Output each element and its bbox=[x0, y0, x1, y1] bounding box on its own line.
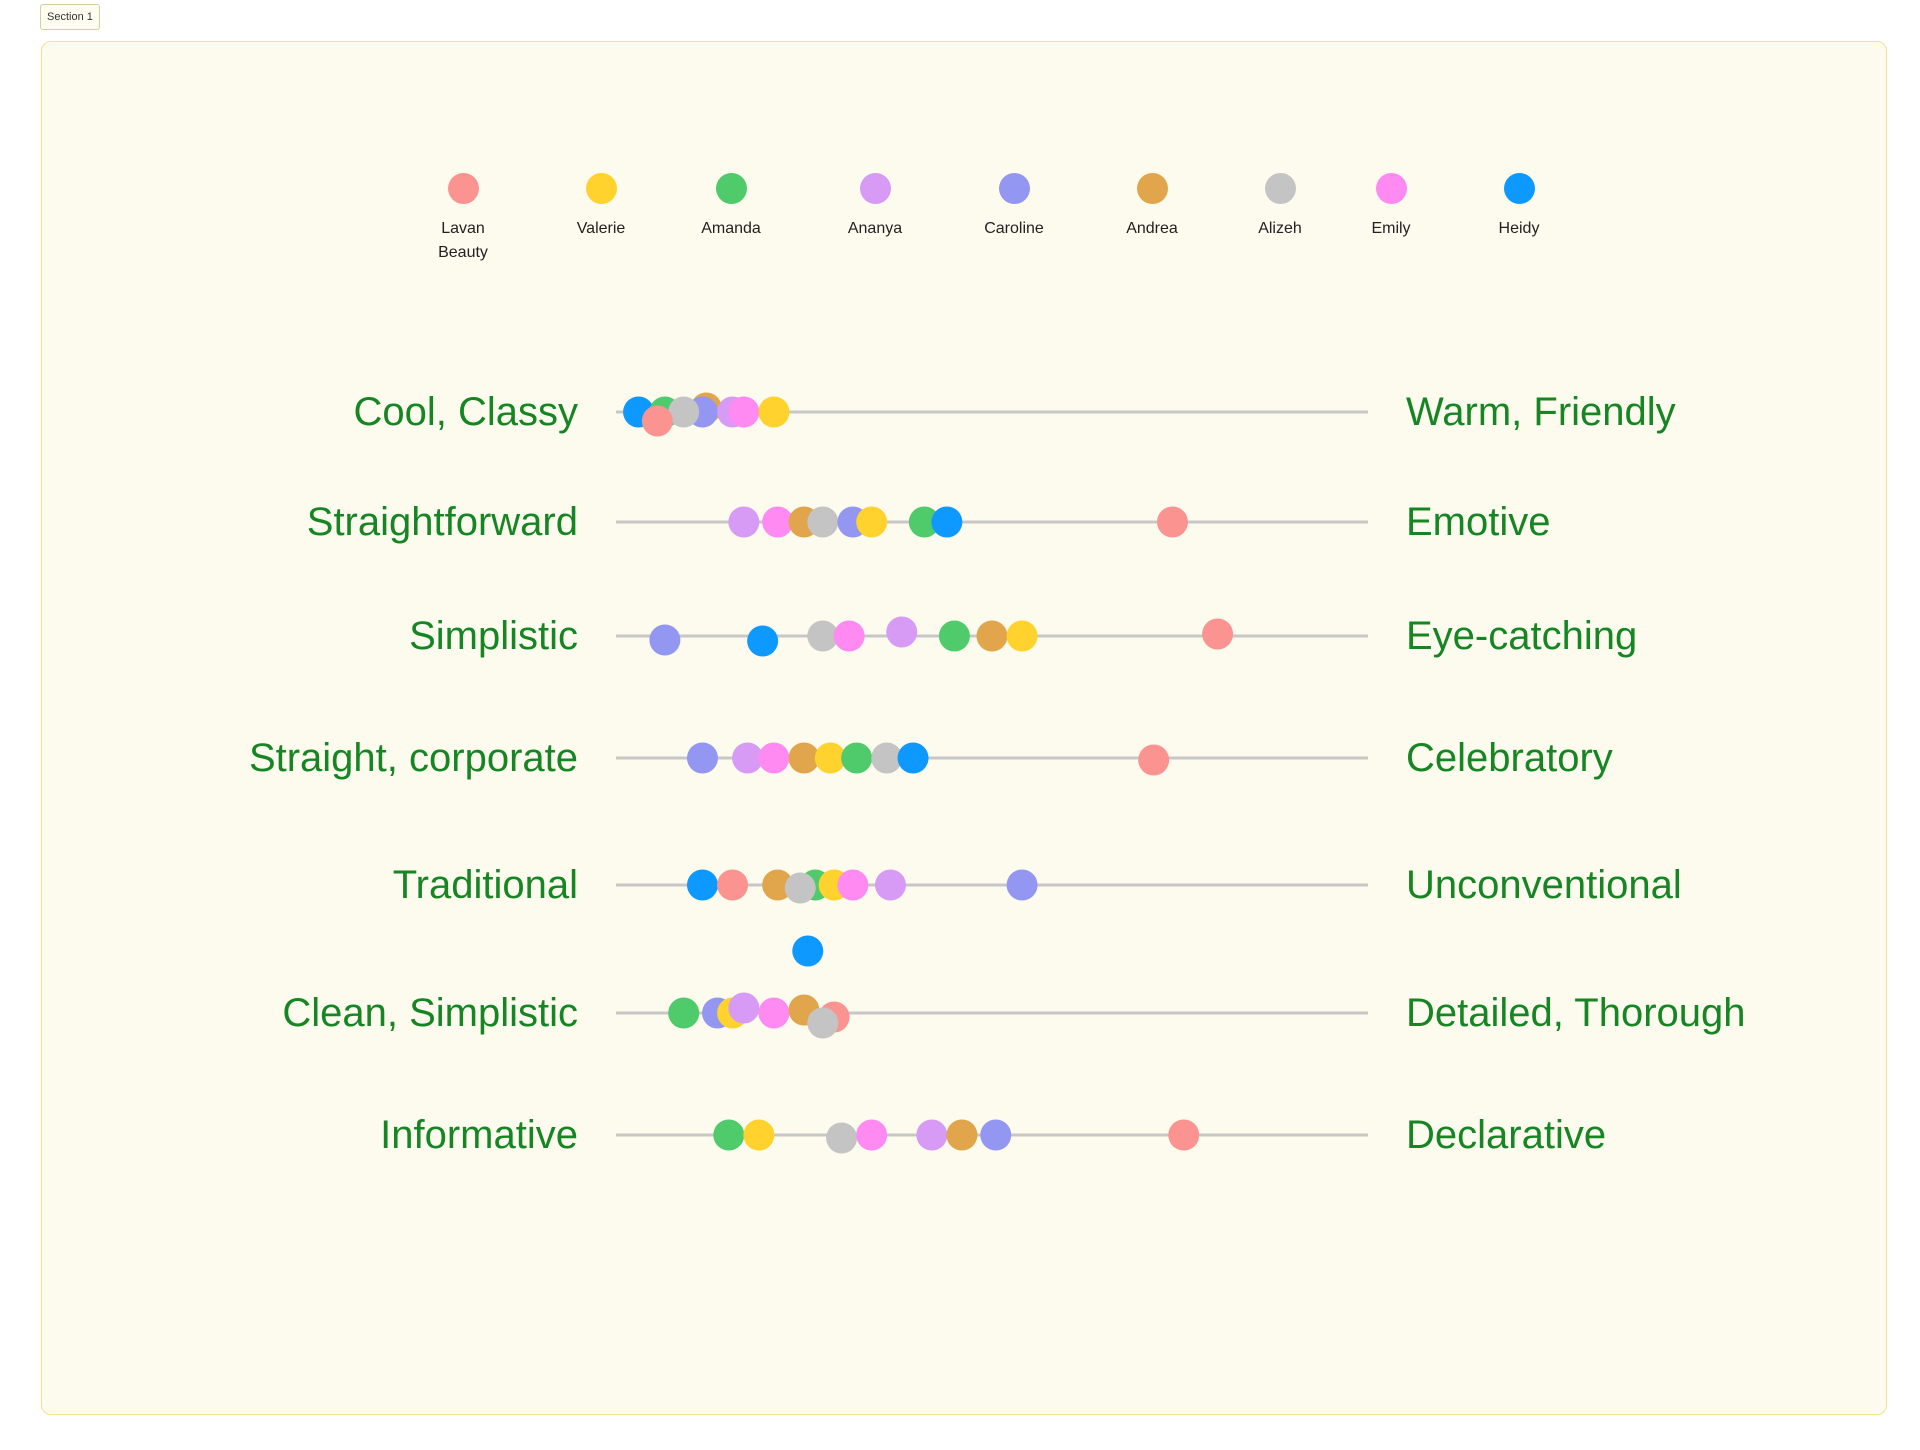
rating-dot-valerie[interactable] bbox=[856, 506, 888, 538]
rating-dot-emily[interactable] bbox=[758, 742, 790, 774]
row-label-right: Unconventional bbox=[1406, 863, 1682, 907]
rating-dot-andrea[interactable] bbox=[762, 869, 794, 901]
rating-dot-emily[interactable] bbox=[856, 1119, 888, 1151]
section-frame bbox=[41, 41, 1887, 1415]
legend-swatch bbox=[447, 173, 479, 204]
rating-dot-amanda[interactable] bbox=[713, 1119, 745, 1151]
rating-dot-caroline[interactable] bbox=[649, 624, 681, 656]
legend-label: Amanda bbox=[701, 220, 761, 237]
legend-item: Alizeh bbox=[1220, 173, 1340, 241]
rating-dot-valerie[interactable] bbox=[1006, 620, 1038, 652]
row-label-right: Celebratory bbox=[1406, 736, 1613, 780]
row-label-right: Detailed, Thorough bbox=[1406, 991, 1746, 1035]
legend-item: Amanda bbox=[671, 173, 791, 241]
rating-dot-ananya[interactable] bbox=[728, 992, 760, 1024]
rating-dot-andrea[interactable] bbox=[788, 742, 820, 774]
rating-dot-lavan-beauty[interactable] bbox=[717, 869, 749, 901]
rating-dot-amanda[interactable] bbox=[938, 620, 970, 652]
rating-dot-lavan-beauty[interactable] bbox=[1168, 1119, 1200, 1151]
legend-label: Andrea bbox=[1126, 220, 1178, 237]
legend-label: Caroline bbox=[984, 220, 1044, 237]
rating-dot-emily[interactable] bbox=[833, 620, 865, 652]
legend-swatch bbox=[1264, 173, 1296, 204]
rating-dot-valerie[interactable] bbox=[814, 742, 846, 774]
legend-item: Ananya bbox=[815, 173, 935, 241]
legend-label: Ananya bbox=[847, 220, 903, 237]
row-label-left: Informative bbox=[380, 1113, 578, 1157]
legend: Lavan Beauty Valerie Amanda Ananya Caroline A… bbox=[0, 0, 1920, 300]
rating-dot-heidy[interactable] bbox=[792, 935, 824, 967]
row-label-left: Traditional bbox=[392, 863, 578, 907]
row-label-left: Simplistic bbox=[409, 614, 578, 658]
rating-dot-ananya[interactable] bbox=[874, 869, 906, 901]
row-label-left: Straight, corporate bbox=[248, 736, 578, 780]
legend-swatch bbox=[1375, 173, 1407, 204]
rating-dot-alizeh[interactable] bbox=[807, 506, 839, 538]
rating-dot-ananya[interactable] bbox=[732, 742, 764, 774]
legend-label: Heidy bbox=[1498, 220, 1540, 237]
legend-label: Lavan Beauty bbox=[438, 220, 488, 261]
rating-dot-andrea[interactable] bbox=[976, 620, 1008, 652]
legend-swatch bbox=[1503, 173, 1535, 204]
legend-swatch bbox=[1136, 173, 1168, 204]
rating-dot-heidy[interactable] bbox=[897, 742, 929, 774]
legend-swatch bbox=[859, 173, 891, 204]
rating-dot-alizeh[interactable] bbox=[784, 872, 816, 904]
rating-dot-heidy[interactable] bbox=[747, 625, 779, 657]
rating-dot-lavan-beauty[interactable] bbox=[1202, 618, 1234, 650]
rating-dot-lavan-beauty[interactable] bbox=[1138, 744, 1170, 776]
row-label-left: Straightforward bbox=[306, 500, 578, 544]
row-label-right: Warm, Friendly bbox=[1406, 390, 1676, 434]
rating-dot-valerie[interactable] bbox=[743, 1119, 775, 1151]
row-label-left: Clean, Simplistic bbox=[282, 991, 578, 1035]
legend-label: Emily bbox=[1371, 220, 1411, 237]
legend-swatch bbox=[715, 173, 747, 204]
rating-dot-caroline[interactable] bbox=[980, 1119, 1012, 1151]
rating-dot-alizeh[interactable] bbox=[807, 1007, 839, 1039]
rating-dot-ananya[interactable] bbox=[886, 616, 918, 648]
rating-dot-amanda[interactable] bbox=[841, 742, 873, 774]
rating-dot-lavan-beauty[interactable] bbox=[641, 405, 673, 437]
rating-dot-valerie[interactable] bbox=[758, 396, 790, 428]
rating-dot-ananya[interactable] bbox=[916, 1119, 948, 1151]
rating-dot-alizeh[interactable] bbox=[807, 620, 839, 652]
rating-dot-heidy[interactable] bbox=[686, 869, 718, 901]
legend-item: Valerie bbox=[541, 173, 661, 241]
rating-dot-caroline[interactable] bbox=[1006, 869, 1038, 901]
rating-dot-amanda[interactable] bbox=[668, 997, 700, 1029]
legend-label: Valerie bbox=[576, 220, 626, 237]
legend-item: Heidy bbox=[1459, 173, 1579, 241]
rating-dot-andrea[interactable] bbox=[946, 1119, 978, 1151]
row-label-right: Emotive bbox=[1406, 500, 1551, 544]
legend-item: Emily bbox=[1331, 173, 1451, 241]
rating-dot-emily[interactable] bbox=[728, 396, 760, 428]
row-label-right: Eye-catching bbox=[1406, 614, 1638, 658]
rating-dot-alizeh[interactable] bbox=[871, 742, 903, 774]
legend-item: Lavan Beauty bbox=[403, 173, 523, 265]
rating-dot-emily[interactable] bbox=[837, 869, 869, 901]
legend-label: Alizeh bbox=[1258, 220, 1302, 237]
row-label-right: Declarative bbox=[1406, 1113, 1607, 1157]
rating-dot-heidy[interactable] bbox=[931, 506, 963, 538]
rating-dot-ananya[interactable] bbox=[728, 506, 760, 538]
row-label-left: Cool, Classy bbox=[353, 390, 578, 434]
rating-dot-amanda[interactable] bbox=[908, 506, 940, 538]
rating-dot-emily[interactable] bbox=[758, 997, 790, 1029]
rating-dot-alizeh[interactable] bbox=[826, 1122, 858, 1154]
legend-item: Andrea bbox=[1092, 173, 1212, 241]
rating-dot-lavan-beauty[interactable] bbox=[1156, 506, 1188, 538]
legend-swatch bbox=[585, 173, 617, 204]
rating-dot-alizeh[interactable] bbox=[668, 396, 700, 428]
legend-swatch bbox=[998, 173, 1030, 204]
legend-item: Caroline bbox=[954, 173, 1074, 241]
section-label[interactable]: Section 1 bbox=[40, 4, 100, 30]
rating-dot-caroline[interactable] bbox=[686, 742, 718, 774]
rating-dot-emily[interactable] bbox=[762, 506, 794, 538]
